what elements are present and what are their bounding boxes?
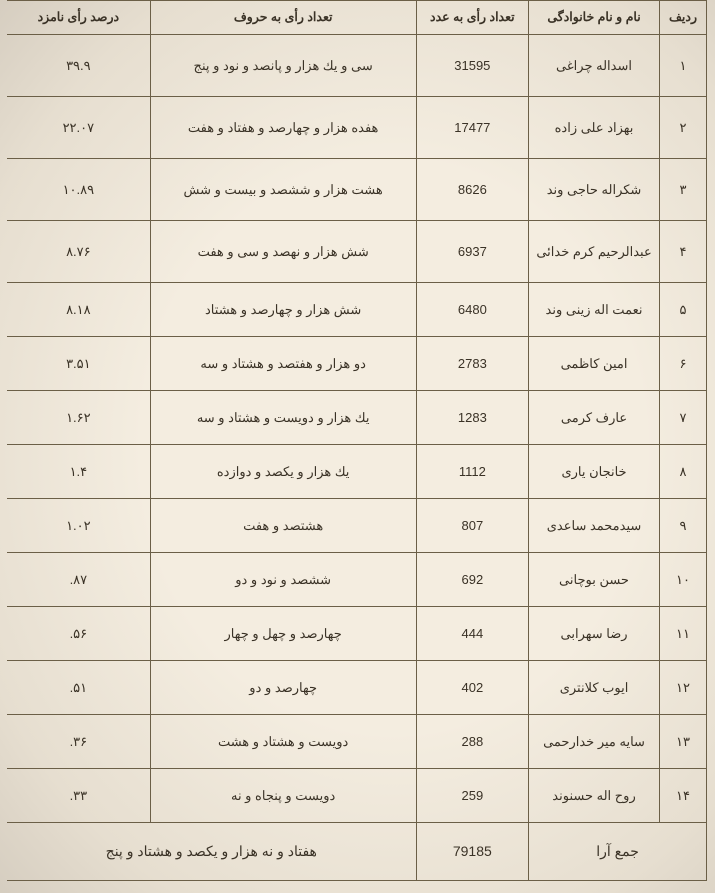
cell-num: 1112 [416, 445, 528, 499]
cell-pct: .۳۶ [7, 715, 150, 769]
cell-words: دویست و پنجاه و نه [150, 769, 416, 823]
table-row: ۱۲ایوب كلانتری402چهارصد و دو.۵۱ [7, 661, 707, 715]
cell-words: سی و یك هزار و پانصد و نود و پنج [150, 35, 416, 97]
cell-idx: ۱۲ [659, 661, 706, 715]
cell-name: امین كاظمی [529, 337, 660, 391]
cell-words: هفده هزار و چهارصد و هفتاد و هفت [150, 97, 416, 159]
cell-idx: ۱۰ [659, 553, 706, 607]
cell-pct: ۳.۵۱ [7, 337, 150, 391]
table-row: ۲بهزاد علی زاده17477هفده هزار و چهارصد و… [7, 97, 707, 159]
cell-pct: ۱۰.۸۹ [7, 159, 150, 221]
cell-name: عبدالرحیم كرم خدائی [529, 221, 660, 283]
cell-pct: ۲۲.۰۷ [7, 97, 150, 159]
total-words: هفتاد و نه هزار و یكصد و هشتاد و پنج [7, 823, 416, 881]
cell-idx: ۱۴ [659, 769, 706, 823]
cell-name: رضا سهرابی [529, 607, 660, 661]
header-row: ردیف نام و نام خانوادگی تعداد رأی به عدد… [7, 1, 707, 35]
cell-num: 17477 [416, 97, 528, 159]
header-words: تعداد رأی به حروف [150, 1, 416, 35]
cell-idx: ۴ [659, 221, 706, 283]
cell-name: بهزاد علی زاده [529, 97, 660, 159]
total-row: جمع آرا 79185 هفتاد و نه هزار و یكصد و ه… [7, 823, 707, 881]
table-row: ۱۰حسن بوچانی692ششصد و نود و دو.۸۷ [7, 553, 707, 607]
table-row: ۳شكراله حاجی وند8626هشت هزار و ششصد و بی… [7, 159, 707, 221]
cell-words: شش هزار و چهارصد و هشتاد [150, 283, 416, 337]
cell-words: یك هزار و دویست و هشتاد و سه [150, 391, 416, 445]
results-table: ردیف نام و نام خانوادگی تعداد رأی به عدد… [7, 0, 707, 881]
total-label: جمع آرا [529, 823, 707, 881]
cell-words: هشتصد و هفت [150, 499, 416, 553]
cell-pct: ۳۹.۹ [7, 35, 150, 97]
cell-words: دو هزار و هفتصد و هشتاد و سه [150, 337, 416, 391]
table-row: ۷عارف كرمی1283یك هزار و دویست و هشتاد و … [7, 391, 707, 445]
cell-idx: ۹ [659, 499, 706, 553]
cell-num: 6937 [416, 221, 528, 283]
cell-words: شش هزار و نهصد و سی و هفت [150, 221, 416, 283]
cell-num: 259 [416, 769, 528, 823]
cell-num: 2783 [416, 337, 528, 391]
cell-pct: .۸۷ [7, 553, 150, 607]
table-row: ۹سیدمحمد ساعدی807هشتصد و هفت۱.۰۲ [7, 499, 707, 553]
cell-num: 807 [416, 499, 528, 553]
cell-name: عارف كرمی [529, 391, 660, 445]
cell-name: نعمت اله زینی وند [529, 283, 660, 337]
cell-pct: ۱.۴ [7, 445, 150, 499]
cell-num: 692 [416, 553, 528, 607]
table-row: ۵نعمت اله زینی وند6480شش هزار و چهارصد و… [7, 283, 707, 337]
cell-words: هشت هزار و ششصد و بیست و شش [150, 159, 416, 221]
table-row: ۴عبدالرحیم كرم خدائی6937شش هزار و نهصد و… [7, 221, 707, 283]
cell-name: اسداله چراغی [529, 35, 660, 97]
header-pct: درصد رأی نامزد [7, 1, 150, 35]
cell-idx: ۵ [659, 283, 706, 337]
cell-words: ششصد و نود و دو [150, 553, 416, 607]
cell-idx: ۱ [659, 35, 706, 97]
cell-num: 288 [416, 715, 528, 769]
cell-idx: ۷ [659, 391, 706, 445]
cell-name: حسن بوچانی [529, 553, 660, 607]
table-row: ۱۳سایه میر خدارحمی288دویست و هشتاد و هشت… [7, 715, 707, 769]
cell-pct: ۸.۷۶ [7, 221, 150, 283]
table-row: ۶امین كاظمی2783دو هزار و هفتصد و هشتاد و… [7, 337, 707, 391]
table-row: ۱۴روح اله حسنوند259دویست و پنجاه و نه.۳۳ [7, 769, 707, 823]
cell-name: ایوب كلانتری [529, 661, 660, 715]
cell-words: چهارصد و چهل و چهار [150, 607, 416, 661]
cell-words: یك هزار و یكصد و دوازده [150, 445, 416, 499]
cell-pct: ۱.۶۲ [7, 391, 150, 445]
table-row: ۸خانجان یاری1112یك هزار و یكصد و دوازده۱… [7, 445, 707, 499]
cell-idx: ۱۳ [659, 715, 706, 769]
cell-pct: .۵۶ [7, 607, 150, 661]
cell-pct: .۵۱ [7, 661, 150, 715]
cell-words: دویست و هشتاد و هشت [150, 715, 416, 769]
cell-pct: .۳۳ [7, 769, 150, 823]
cell-num: 8626 [416, 159, 528, 221]
cell-pct: ۸.۱۸ [7, 283, 150, 337]
cell-num: 1283 [416, 391, 528, 445]
cell-idx: ۲ [659, 97, 706, 159]
cell-num: 31595 [416, 35, 528, 97]
cell-name: روح اله حسنوند [529, 769, 660, 823]
cell-num: 444 [416, 607, 528, 661]
cell-idx: ۱۱ [659, 607, 706, 661]
cell-num: 6480 [416, 283, 528, 337]
header-num: تعداد رأی به عدد [416, 1, 528, 35]
cell-num: 402 [416, 661, 528, 715]
cell-idx: ۶ [659, 337, 706, 391]
cell-idx: ۸ [659, 445, 706, 499]
header-name: نام و نام خانوادگی [529, 1, 660, 35]
total-num: 79185 [416, 823, 528, 881]
table-row: ۱اسداله چراغی31595سی و یك هزار و پانصد و… [7, 35, 707, 97]
cell-words: چهارصد و دو [150, 661, 416, 715]
cell-name: خانجان یاری [529, 445, 660, 499]
cell-name: شكراله حاجی وند [529, 159, 660, 221]
cell-name: سایه میر خدارحمی [529, 715, 660, 769]
cell-name: سیدمحمد ساعدی [529, 499, 660, 553]
table-row: ۱۱رضا سهرابی444چهارصد و چهل و چهار.۵۶ [7, 607, 707, 661]
cell-idx: ۳ [659, 159, 706, 221]
cell-pct: ۱.۰۲ [7, 499, 150, 553]
header-idx: ردیف [659, 1, 706, 35]
